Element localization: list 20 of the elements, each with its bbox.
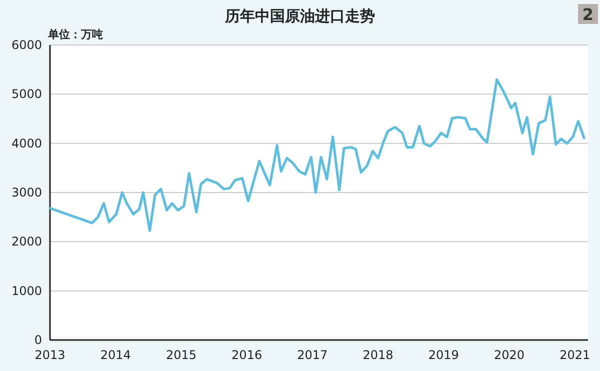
y-tick-label: 1000 [11, 284, 42, 298]
x-tick-label: 2016 [232, 348, 262, 362]
y-tick-label: 0 [34, 333, 42, 347]
x-tick-label: 2021 [560, 348, 590, 362]
chart-title: 历年中国原油进口走势 [224, 7, 375, 25]
y-tick-label: 6000 [11, 38, 42, 52]
text: 2 [582, 5, 594, 24]
x-tick-label: 2014 [100, 348, 131, 362]
y-tick-label: 3000 [11, 186, 42, 200]
y-tick-label: 4000 [11, 136, 42, 150]
y-tick-label: 2000 [11, 234, 42, 249]
line-series [48, 78, 586, 232]
x-tick-label: 2017 [297, 348, 328, 362]
x-tick-label: 2019 [428, 348, 459, 362]
x-tick-label: 2013 [34, 348, 66, 362]
x-tick-label: 2015 [166, 348, 196, 362]
y-axis-title: 单位：万吨 [47, 28, 103, 41]
y-tick-label: 5000 [11, 87, 42, 102]
x-tick-label: 2018 [362, 348, 394, 362]
x-tick-label: 2020 [494, 348, 525, 362]
